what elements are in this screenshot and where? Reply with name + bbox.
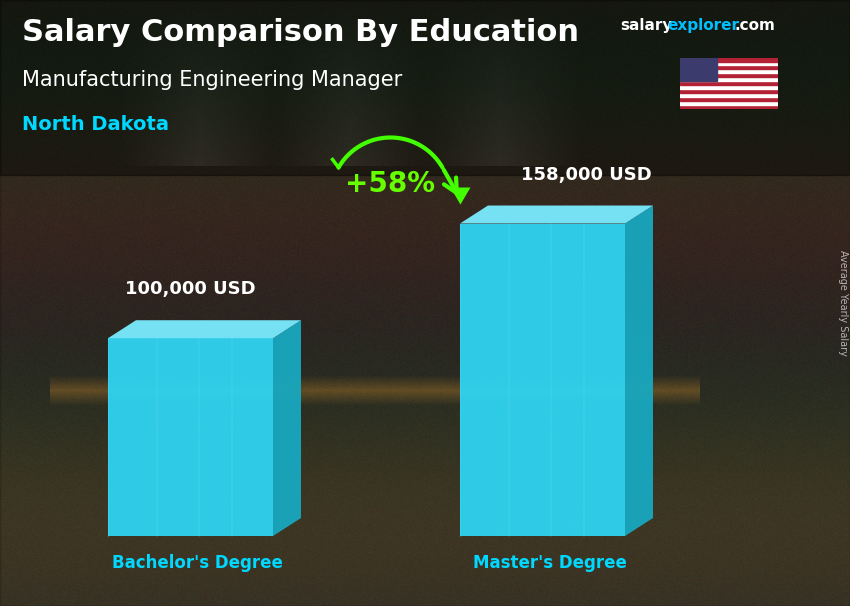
Bar: [680, 105, 778, 109]
Bar: [680, 70, 778, 73]
Text: Average Yearly Salary: Average Yearly Salary: [838, 250, 848, 356]
Polygon shape: [460, 224, 625, 536]
Bar: [680, 93, 778, 97]
Text: .com: .com: [735, 18, 776, 33]
Text: Bachelor's Degree: Bachelor's Degree: [112, 554, 283, 572]
Polygon shape: [625, 205, 653, 536]
Bar: [680, 62, 778, 65]
Polygon shape: [108, 320, 301, 338]
Text: 100,000 USD: 100,000 USD: [125, 280, 256, 298]
Bar: [680, 101, 778, 105]
Polygon shape: [273, 320, 301, 536]
Text: explorer: explorer: [667, 18, 739, 33]
Bar: [680, 81, 778, 85]
Text: +58%: +58%: [345, 170, 435, 198]
Text: Master's Degree: Master's Degree: [473, 554, 626, 572]
Polygon shape: [460, 205, 653, 224]
Bar: [680, 58, 717, 81]
Text: North Dakota: North Dakota: [22, 115, 169, 134]
Text: Salary Comparison By Education: Salary Comparison By Education: [22, 18, 579, 47]
Bar: [0, 0, 850, 175]
Text: 158,000 USD: 158,000 USD: [521, 165, 652, 184]
Text: Manufacturing Engineering Manager: Manufacturing Engineering Manager: [22, 70, 402, 90]
Bar: [680, 85, 778, 89]
Text: salary: salary: [620, 18, 672, 33]
Bar: [680, 89, 778, 93]
Bar: [680, 78, 778, 81]
Bar: [680, 97, 778, 101]
Bar: [680, 58, 778, 62]
Polygon shape: [108, 338, 273, 536]
Bar: [680, 73, 778, 78]
Bar: [680, 65, 778, 70]
Polygon shape: [450, 187, 470, 204]
